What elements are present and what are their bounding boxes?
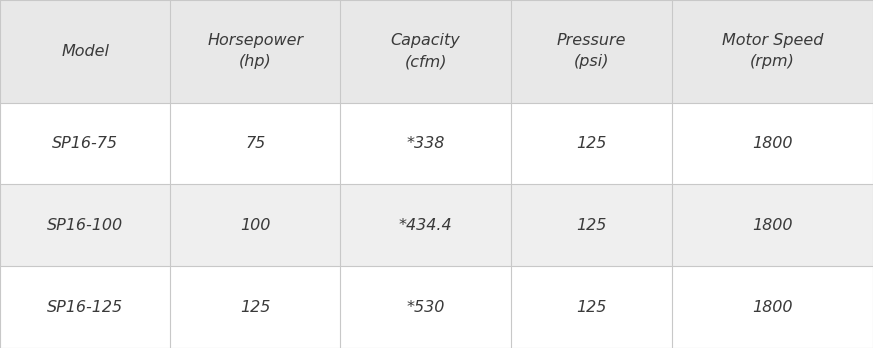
Bar xyxy=(0,103,170,184)
Bar xyxy=(340,103,511,184)
Text: Model: Model xyxy=(61,44,109,59)
Bar xyxy=(340,266,511,348)
Bar xyxy=(170,103,340,184)
Text: 1800: 1800 xyxy=(753,300,793,315)
Text: 125: 125 xyxy=(240,300,271,315)
Text: *338: *338 xyxy=(407,136,444,151)
Bar xyxy=(511,266,672,348)
Bar xyxy=(672,266,873,348)
Text: Pressure
(psi): Pressure (psi) xyxy=(557,33,626,69)
Bar xyxy=(511,103,672,184)
Bar xyxy=(511,0,672,103)
Bar xyxy=(672,0,873,103)
Bar xyxy=(340,0,511,103)
Text: SP16-100: SP16-100 xyxy=(47,218,123,233)
Bar xyxy=(170,0,340,103)
Text: 100: 100 xyxy=(240,218,271,233)
Bar xyxy=(0,0,170,103)
Text: Motor Speed
(rpm): Motor Speed (rpm) xyxy=(722,33,823,69)
Bar xyxy=(672,184,873,266)
Text: *530: *530 xyxy=(407,300,444,315)
Bar xyxy=(170,184,340,266)
Bar xyxy=(0,266,170,348)
Text: SP16-125: SP16-125 xyxy=(47,300,123,315)
Text: 75: 75 xyxy=(245,136,265,151)
Bar xyxy=(0,184,170,266)
Bar xyxy=(340,184,511,266)
Text: 125: 125 xyxy=(576,136,607,151)
Text: 1800: 1800 xyxy=(753,136,793,151)
Text: 125: 125 xyxy=(576,218,607,233)
Text: *434.4: *434.4 xyxy=(399,218,452,233)
Text: 125: 125 xyxy=(576,300,607,315)
Text: Capacity
(cfm): Capacity (cfm) xyxy=(391,33,460,69)
Bar xyxy=(672,103,873,184)
Bar xyxy=(511,184,672,266)
Bar xyxy=(170,266,340,348)
Text: 1800: 1800 xyxy=(753,218,793,233)
Text: SP16-75: SP16-75 xyxy=(52,136,118,151)
Text: Horsepower
(hp): Horsepower (hp) xyxy=(207,33,304,69)
